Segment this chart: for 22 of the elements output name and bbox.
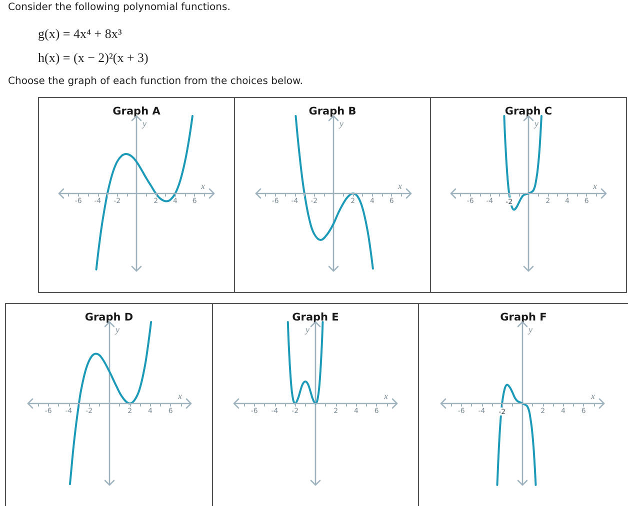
chart-title: Graph B	[308, 106, 356, 118]
x-axis-title: x	[200, 181, 205, 191]
text: Choose the graph of each function from the choices below.	[8, 76, 303, 88]
chart-title: Graph F	[500, 312, 547, 324]
x-axis-title: x	[592, 181, 597, 191]
y-axis-title: y	[528, 324, 532, 334]
y-axis-title: y	[304, 324, 310, 334]
y-axis-title: y	[114, 324, 120, 334]
y-axis-title: y	[142, 118, 146, 128]
text: g(x) = 4x⁴ + 8x³	[38, 26, 122, 41]
x-axis-title: x	[397, 181, 402, 191]
x-axis-title: x	[177, 391, 182, 401]
x-axis-title: x	[383, 391, 388, 401]
x-axis-title: x	[590, 391, 595, 401]
chart-title: Graph A	[112, 106, 162, 118]
text: h(x) = (x − 2)²(x + 3)	[38, 50, 148, 65]
text: Consider the following polynomial functions.	[8, 2, 230, 14]
y-axis-title: y	[338, 118, 344, 128]
chart-title: Graph E	[292, 312, 339, 324]
y-axis-title: y	[534, 118, 538, 128]
chart-title: Graph C	[504, 106, 552, 118]
chart-title: Graph D	[84, 312, 134, 324]
